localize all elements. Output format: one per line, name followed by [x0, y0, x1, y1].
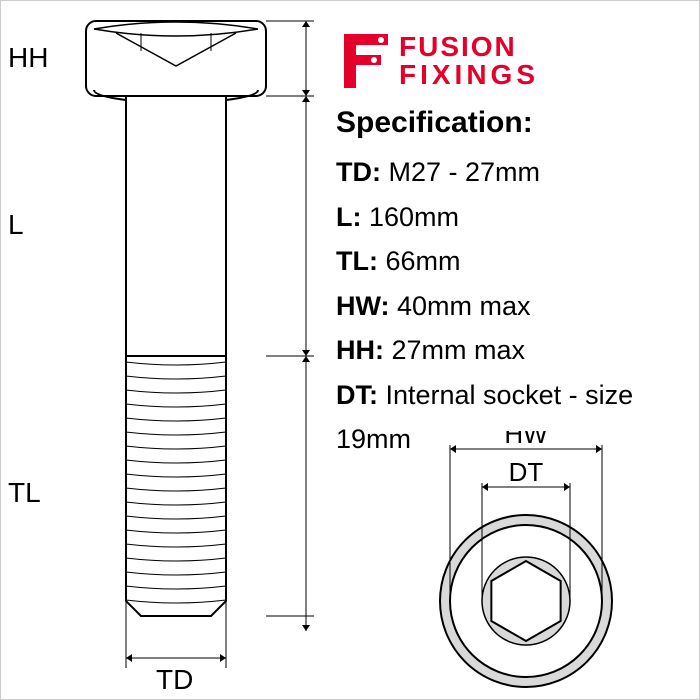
spec-row: HW: 40mm max: [336, 284, 699, 329]
dimension-label-hh: HH: [8, 42, 63, 74]
spec-key: TL:: [336, 246, 378, 276]
spec-value: 160mm: [361, 202, 459, 232]
spec-key: HH:: [336, 335, 384, 365]
logo-text: FUSION FIXINGS: [399, 33, 539, 89]
dimension-label-td: TD: [156, 664, 193, 696]
svg-text:DT: DT: [509, 457, 544, 487]
page: HH L TL TD FUSION FIXINGS Specification: TD…: [0, 0, 700, 700]
spec-key: HW:: [336, 291, 390, 321]
spec-row: TL: 66mm: [336, 239, 699, 284]
spec-value: M27 - 27mm: [381, 157, 540, 187]
logo-f-icon: [341, 31, 391, 91]
spec-key: DT:: [336, 380, 378, 410]
svg-text:HW: HW: [504, 431, 548, 449]
logo-line1: FUSION: [399, 33, 539, 61]
spec-row: HH: 27mm max: [336, 328, 699, 373]
specification-panel: Specification: TD: M27 - 27mmL: 160mmTL:…: [336, 106, 699, 462]
side-view-diagram: [26, 11, 326, 691]
brand-logo: FUSION FIXINGS: [341, 31, 539, 91]
spec-row: L: 160mm: [336, 195, 699, 240]
spec-row: TD: M27 - 27mm: [336, 150, 699, 195]
spec-value: 27mm max: [384, 335, 525, 365]
spec-key: TD:: [336, 157, 381, 187]
spec-value: 66mm: [378, 246, 461, 276]
spec-title: Specification:: [336, 106, 699, 140]
spec-key: L:: [336, 202, 361, 232]
dimension-label-tl: TL: [8, 477, 63, 509]
spec-value: 40mm max: [390, 291, 531, 321]
dimension-label-l: L: [8, 209, 63, 241]
top-view-diagram: HW DT: [381, 431, 671, 691]
logo-line2: FIXINGS: [399, 61, 539, 89]
